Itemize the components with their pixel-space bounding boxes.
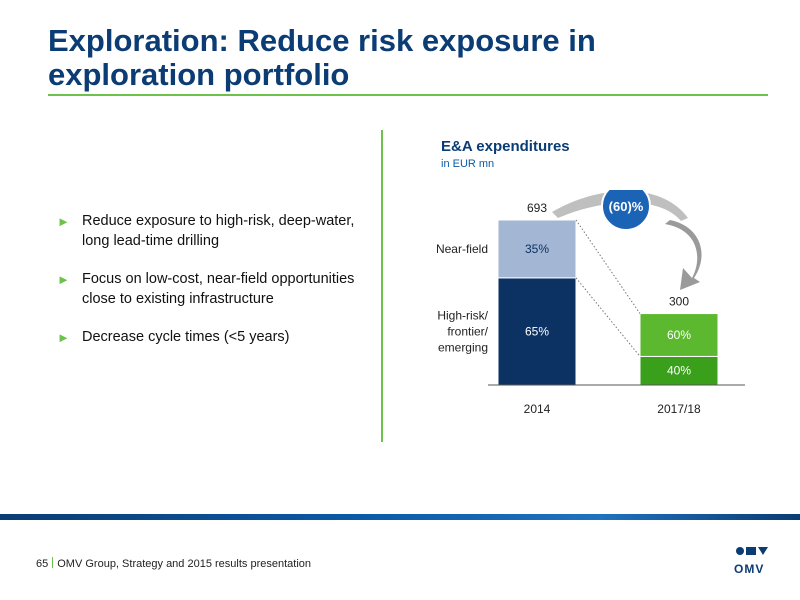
footer: 65 OMV Group, Strategy and 2015 results p… <box>36 557 311 570</box>
series-label-near-field: Near-field <box>436 242 488 256</box>
footer-band <box>0 514 800 520</box>
bar-total-label: 693 <box>527 201 547 215</box>
curved-arrow-head-icon <box>665 220 702 290</box>
bar-segment <box>639 313 719 357</box>
bar-segment <box>497 219 577 279</box>
segment-percent-label: 35% <box>525 242 549 256</box>
page-number: 65 <box>36 558 49 570</box>
bullet-arrow-icon: ► <box>57 272 70 287</box>
chart-title: E&A expenditures <box>441 138 570 155</box>
footer-separator <box>52 557 54 568</box>
change-badge-label: (60)% <box>609 199 644 214</box>
bullet-item: ► Decrease cycle times (<5 years) <box>57 328 357 348</box>
bullet-arrow-icon: ► <box>57 330 70 345</box>
slide-title: Exploration: Reduce risk exposure in exp… <box>48 23 596 92</box>
x-tick-label: 2017/18 <box>657 402 701 416</box>
stacked-bar-chart: 65% 35% 693 2014 40% 60% 300 2017/18 Near-field H… <box>436 190 745 416</box>
bar-segment <box>497 277 577 386</box>
bullet-arrow-icon: ► <box>57 214 70 229</box>
segment-percent-label: 40% <box>667 364 691 378</box>
segment-percent-label: 60% <box>667 328 691 342</box>
segment-percent-label: 65% <box>525 324 549 338</box>
curved-arrow-icon <box>552 190 688 221</box>
vertical-divider <box>381 130 383 442</box>
omv-logo: OMV <box>734 543 768 575</box>
bullet-item: ► Reduce exposure to high-risk, deep-wate… <box>57 212 357 251</box>
bar-total-label: 300 <box>669 295 689 309</box>
series-label-high-risk: High-risk/ <box>437 308 488 322</box>
x-tick-label: 2014 <box>524 402 551 416</box>
bullet-text: Focus on low-cost, near-field opportunit… <box>82 271 355 307</box>
series-label-high-risk: frontier/ <box>447 324 488 338</box>
logo-wordmark: OMV <box>734 562 765 576</box>
connector-line <box>575 277 641 357</box>
bullet-item: ► Focus on low-cost, near-field opportuni… <box>57 270 357 309</box>
series-label-high-risk: emerging <box>438 340 488 354</box>
bullet-text: Decrease cycle times (<5 years) <box>82 329 290 345</box>
change-badge <box>601 190 651 231</box>
connector-line <box>575 219 641 314</box>
footer-caption: OMV Group, Strategy and 2015 results pre… <box>57 558 312 570</box>
bullet-list: ► Reduce exposure to high-risk, deep-wate… <box>57 212 357 367</box>
bullet-text: Reduce exposure to high-risk, deep-water… <box>82 213 355 249</box>
chart-subtitle: in EUR mn <box>441 158 495 170</box>
title-underline <box>48 94 768 96</box>
omv-logo-icon <box>736 547 768 555</box>
